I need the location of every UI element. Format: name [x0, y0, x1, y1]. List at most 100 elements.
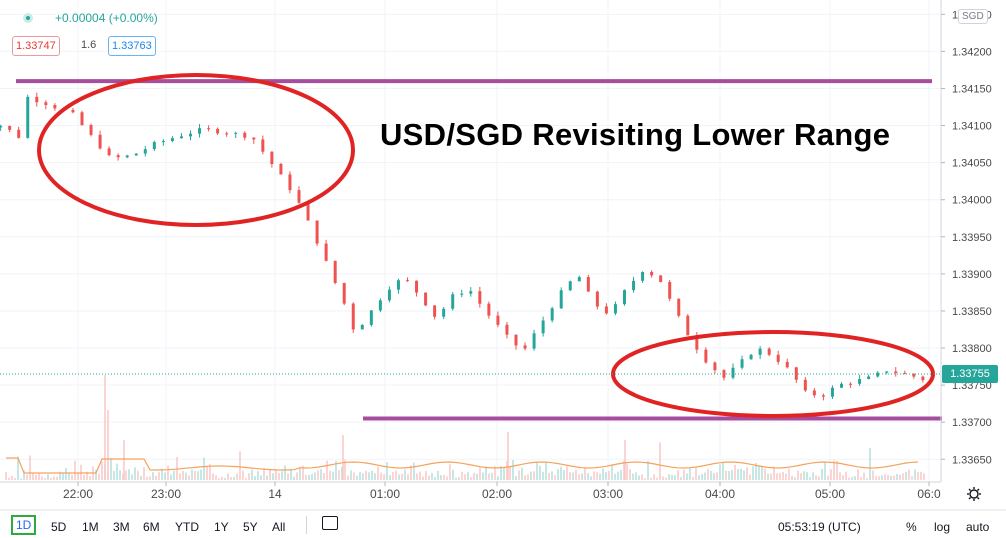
candle-body	[333, 260, 337, 283]
candle-body	[234, 132, 238, 134]
log-toggle[interactable]: log	[934, 520, 951, 534]
candle-body	[595, 291, 599, 307]
candle-body	[604, 306, 608, 314]
price-tick-label: 1.33700	[952, 417, 992, 429]
candle-body	[876, 372, 880, 377]
candle-body	[496, 315, 500, 325]
candle-body	[116, 155, 120, 158]
auto-toggle[interactable]: auto	[966, 520, 990, 534]
candle-body	[704, 349, 708, 363]
price-axis: 1.342501.342001.341501.341001.340501.340…	[941, 9, 992, 466]
candle-body	[550, 308, 554, 321]
range-3m-button[interactable]: 3M	[113, 520, 130, 534]
range-1m-button[interactable]: 1M	[82, 520, 99, 534]
candle-body	[821, 395, 825, 397]
candle-body	[35, 96, 39, 103]
candle-body	[125, 155, 129, 158]
candle-body	[451, 294, 455, 309]
candle-body	[360, 324, 364, 330]
candle-body	[80, 112, 84, 126]
candle-body	[98, 134, 102, 149]
candle-body	[306, 202, 310, 221]
price-tick-label: 1.33850	[952, 306, 992, 318]
range-all-button[interactable]: All	[272, 520, 286, 534]
volume-average-line	[6, 457, 919, 474]
candle-body	[613, 304, 617, 314]
candle-body	[767, 348, 771, 355]
candle-body	[641, 272, 645, 281]
candle-body	[659, 275, 663, 283]
candle-body	[867, 376, 871, 380]
range-5y-button[interactable]: 5Y	[243, 520, 258, 534]
range-1y-button[interactable]: 1Y	[214, 520, 229, 534]
candle-body	[89, 125, 93, 135]
candle-body	[53, 105, 57, 109]
candle-body	[532, 333, 536, 349]
candle-body	[623, 290, 626, 305]
time-tick-label: 04:00	[705, 487, 735, 501]
candle-body	[198, 128, 202, 134]
price-tick-label: 1.34050	[952, 158, 992, 170]
ask-price-box[interactable]: 1.33763	[108, 36, 156, 56]
candle-body	[44, 102, 48, 106]
candle-body	[71, 109, 75, 113]
candle-body	[17, 129, 21, 138]
current-price-label: 1.33755	[942, 365, 998, 383]
candle-body	[279, 164, 283, 175]
candle-body	[803, 379, 807, 391]
range-1d-button[interactable]: 1D	[11, 515, 37, 535]
candle-body	[0, 125, 3, 128]
candle-body	[396, 280, 400, 290]
price-tick-label: 1.33650	[952, 454, 992, 466]
candle-body	[243, 132, 247, 138]
candle-body	[261, 139, 265, 152]
price-tick-label: 1.34200	[952, 46, 992, 58]
candle-body	[749, 354, 753, 360]
candle-body	[650, 272, 654, 276]
candle-body	[179, 136, 183, 139]
candle-body	[668, 282, 672, 299]
price-tick-label: 1.33900	[952, 269, 992, 281]
candle-body	[505, 324, 509, 335]
candle-body	[424, 292, 428, 306]
date-range-icon[interactable]	[322, 516, 338, 530]
chart-title: USD/SGD Revisiting Lower Range	[380, 117, 891, 152]
time-tick-label: 22:00	[63, 487, 93, 501]
candle-body	[731, 367, 735, 378]
price-tick-label: 1.33750	[952, 380, 992, 392]
candle-body	[406, 280, 409, 282]
candle-body	[152, 142, 156, 150]
candle-body	[8, 125, 12, 130]
candle-body	[758, 348, 762, 355]
candle-body	[523, 345, 527, 349]
candle-body	[577, 277, 581, 282]
candle-body	[713, 362, 717, 371]
candle-body	[387, 289, 391, 301]
candle-body	[143, 149, 147, 154]
candle-body	[840, 383, 843, 388]
candle-body	[894, 371, 898, 374]
range-ytd-button[interactable]: YTD	[175, 520, 199, 534]
spread-value: 1.6	[81, 39, 97, 51]
candlesticks	[0, 92, 925, 401]
candle-body	[216, 128, 220, 134]
bid-price-box[interactable]: 1.33747	[12, 36, 60, 56]
candle-body	[324, 243, 328, 261]
settings-gear-icon[interactable]	[967, 487, 981, 501]
candle-body	[568, 281, 572, 291]
candle-body	[686, 315, 690, 336]
range-6m-button[interactable]: 6M	[143, 520, 160, 534]
candle-body	[270, 151, 274, 165]
candle-body	[252, 137, 256, 140]
candle-body	[442, 308, 446, 317]
candle-body	[514, 334, 518, 346]
percent-toggle[interactable]: %	[906, 520, 917, 534]
range-5d-button[interactable]: 5D	[51, 520, 67, 534]
bottom-toolbar: 1D 5D 1M 3M 6M YTD 1Y 5Y All 05:53:19 (U…	[0, 510, 1006, 538]
candle-body	[433, 305, 437, 317]
currency-label: SGD	[958, 9, 988, 24]
candle-body	[794, 367, 798, 380]
candle-body	[107, 148, 111, 156]
candle-body	[469, 291, 473, 294]
